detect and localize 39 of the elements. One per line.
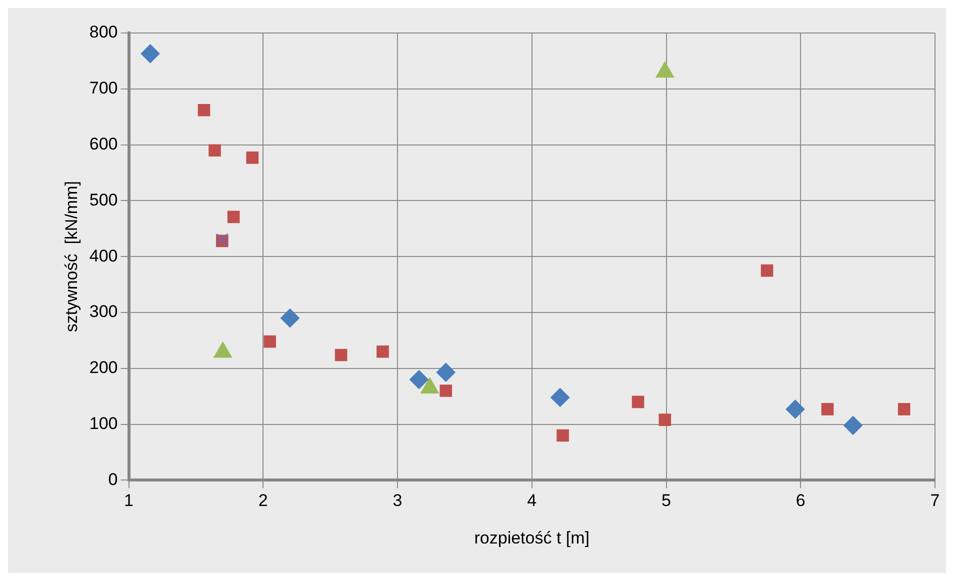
y-axis-title: sztywność [kN/mm]	[62, 181, 81, 332]
point	[140, 44, 160, 64]
point	[786, 400, 805, 419]
point	[632, 396, 644, 408]
y-tick-label: 200	[89, 358, 118, 378]
x-tick-label: 7	[930, 491, 940, 510]
point	[410, 370, 429, 390]
point	[658, 414, 672, 426]
x-tick-label: 1	[124, 491, 134, 510]
point	[550, 388, 570, 407]
y-tick-label: 100	[89, 414, 118, 433]
x-tick-label: 5	[662, 491, 671, 510]
point	[264, 335, 276, 348]
x-axis-title: rozpietość t [m]	[474, 528, 590, 548]
y-tick-label: 0	[108, 470, 118, 489]
point	[280, 308, 300, 328]
point	[208, 144, 221, 157]
point	[821, 403, 834, 416]
y-tick-label: 400	[89, 246, 118, 266]
point	[760, 264, 774, 277]
point	[844, 416, 863, 435]
y-tick-label: 500	[89, 190, 118, 210]
point	[440, 384, 452, 397]
point	[436, 362, 456, 382]
point	[556, 429, 569, 442]
point	[198, 104, 210, 116]
point	[334, 348, 348, 362]
x-tick-label: 4	[527, 491, 537, 510]
x-tick-label: 6	[796, 491, 806, 510]
point	[246, 152, 259, 164]
y-tick-label: 600	[89, 134, 118, 154]
x-tick-label: 2	[258, 491, 268, 510]
y-tick-label: 800	[89, 22, 118, 42]
point	[376, 345, 389, 358]
point	[898, 403, 910, 416]
x-tick-label: 3	[392, 491, 402, 510]
point	[227, 210, 240, 224]
y-tick-label: 700	[89, 78, 118, 98]
y-tick-label: 300	[89, 302, 118, 322]
